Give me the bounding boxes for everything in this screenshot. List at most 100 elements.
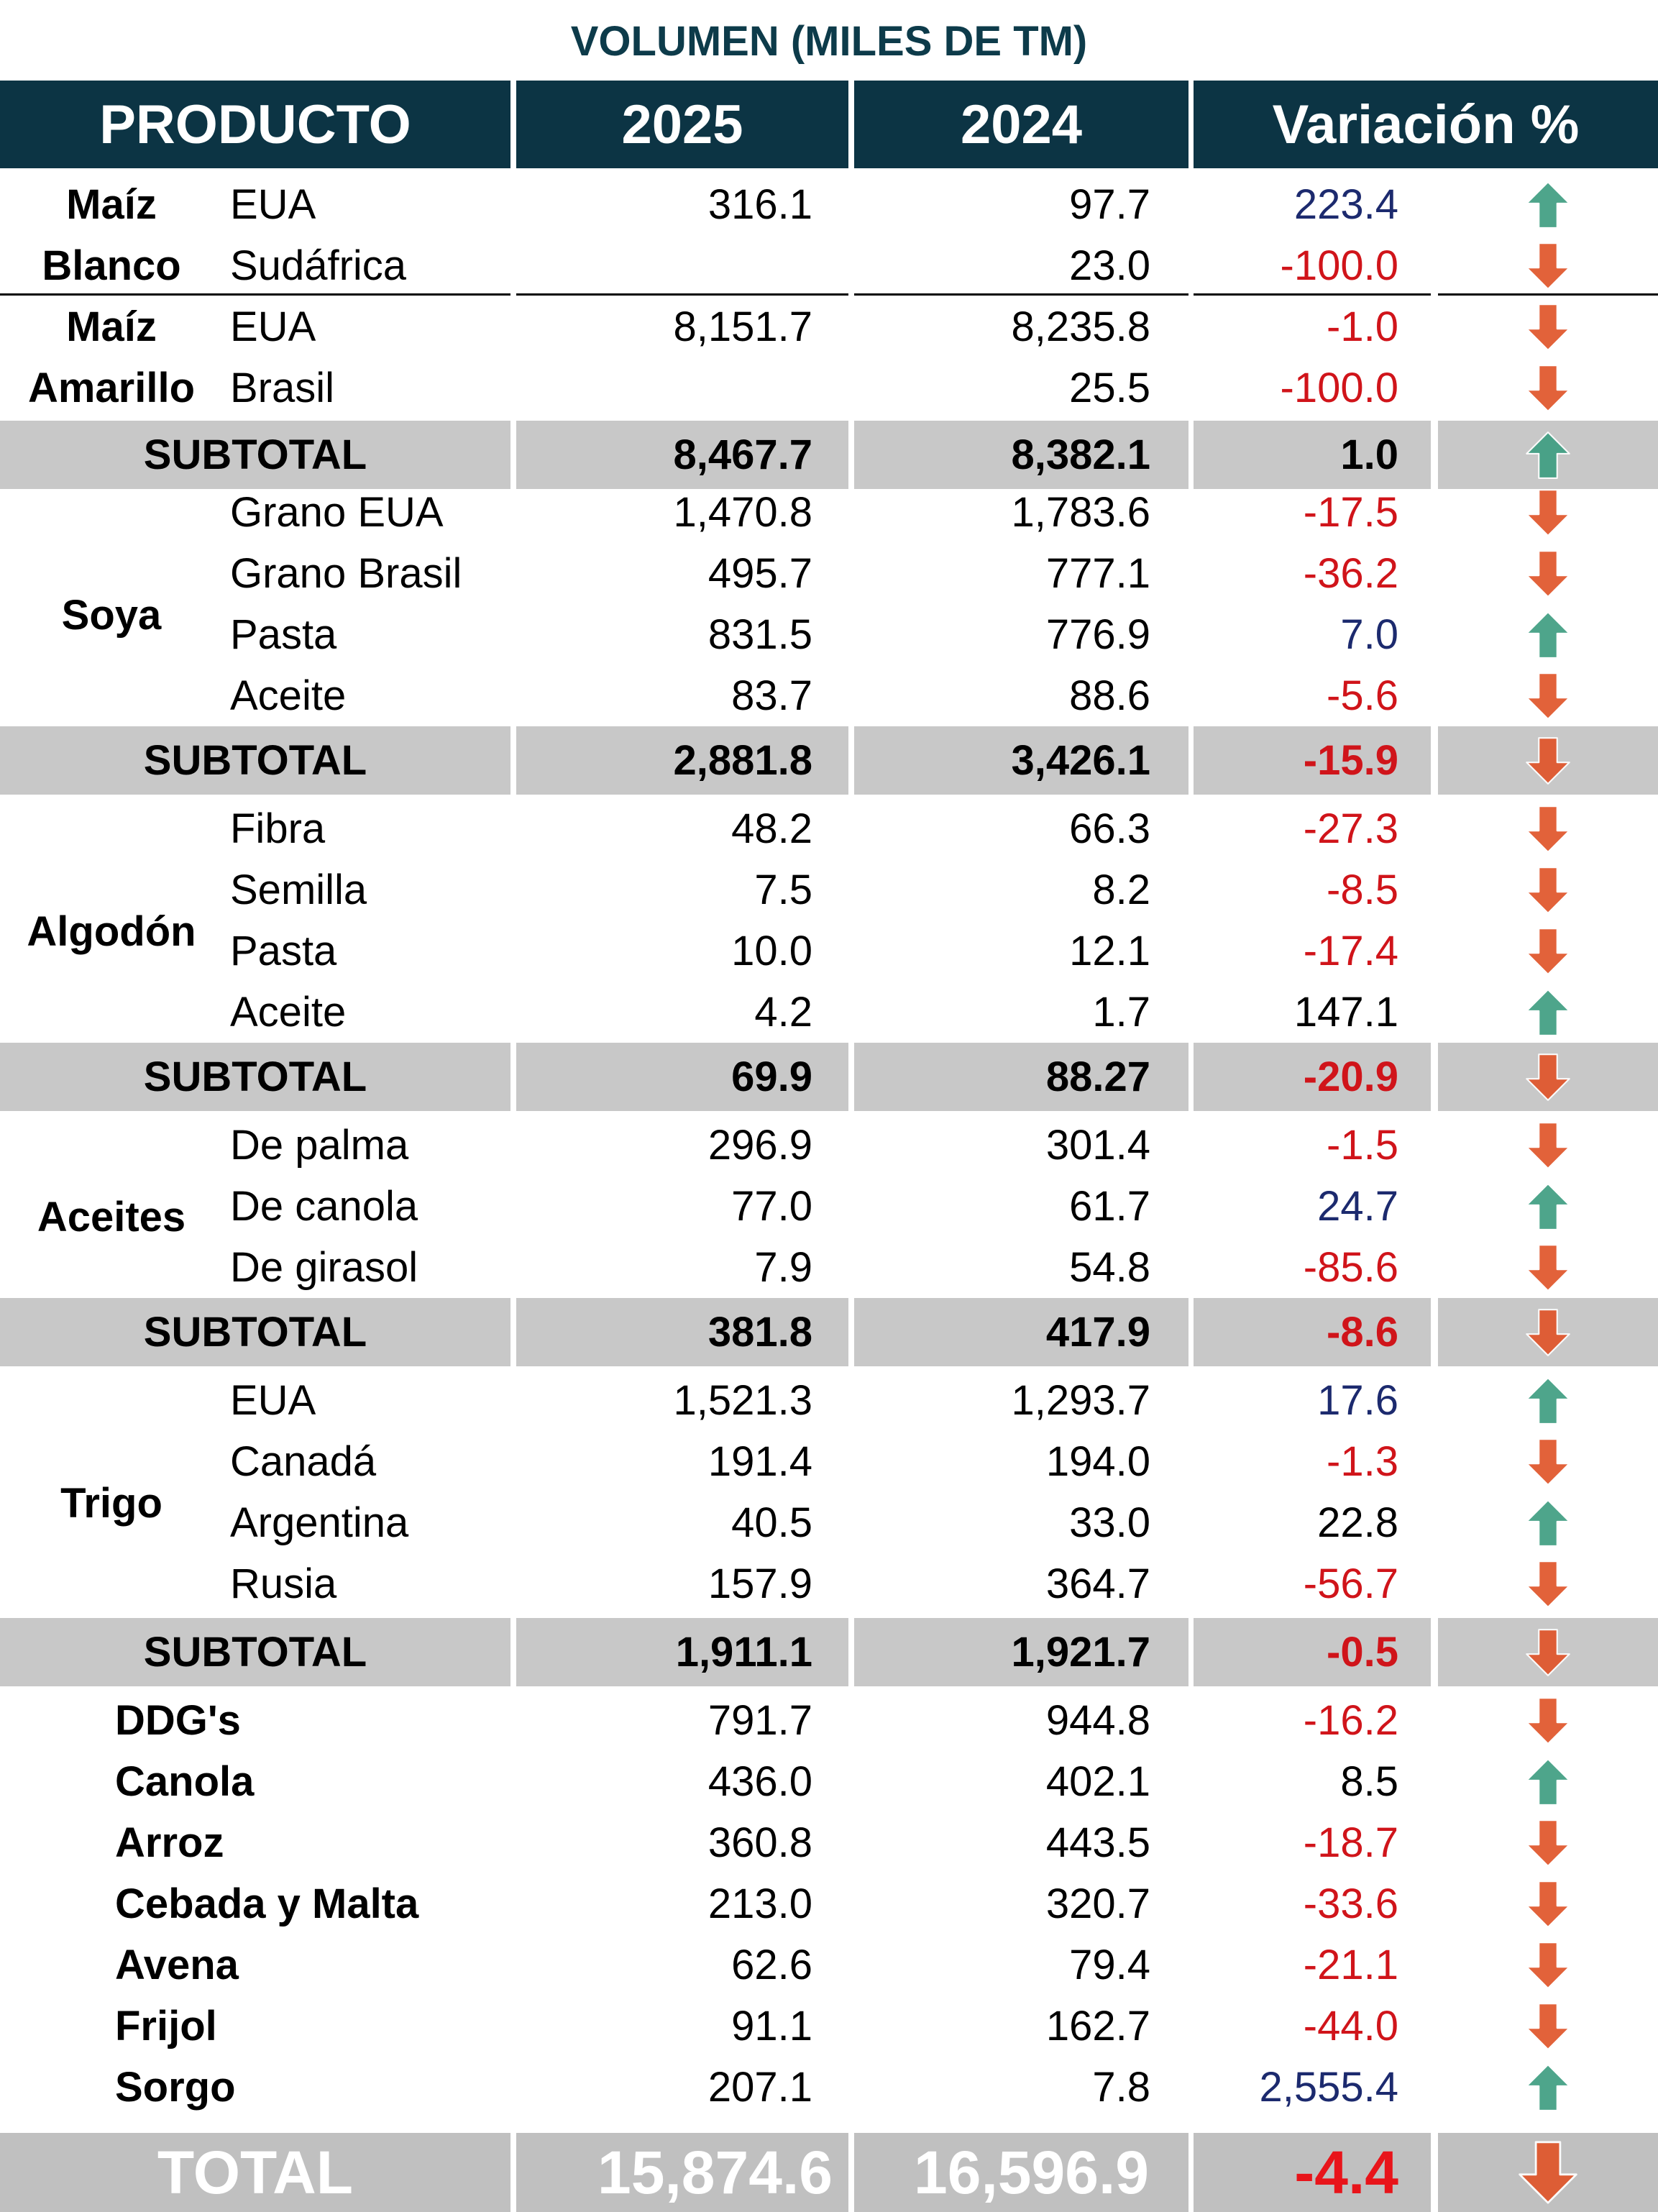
arrow-up-icon	[1438, 982, 1658, 1043]
table-row: Aceite 83.7 88.6 -5.6	[0, 665, 1658, 726]
table-row: Aceite 4.2 1.7 147.1	[0, 982, 1658, 1043]
table-row: Canadá 191.4 194.0 -1.3	[0, 1431, 1658, 1492]
value-2025: 213.0	[707, 1880, 812, 1927]
product-origin: Brasil	[230, 365, 335, 411]
value-2025: 2,881.8	[673, 737, 812, 784]
value-2025: 83.7	[731, 672, 812, 719]
arrow-down-icon	[1438, 1996, 1658, 2057]
group-soya: Soya	[61, 591, 162, 639]
subtotal-row: SUBTOTAL 2,881.8 3,426.1 -15.9	[0, 726, 1658, 795]
table-row: De palma 296.9 301.4 -1.5	[0, 1115, 1658, 1176]
table-row: DDG's 791.7 944.8 -16.2	[0, 1690, 1658, 1751]
group-aceites: Aceites	[37, 1194, 186, 1240]
value-2024: 54.8	[1069, 1244, 1150, 1291]
group-maiz-amarillo: Maíz Amarillo	[27, 303, 196, 411]
product-origin: EUA	[230, 1377, 316, 1424]
table-row: Argentina 40.5 33.0 22.8	[0, 1492, 1658, 1553]
value-2025: 62.6	[731, 1942, 812, 1988]
value-2025: 91.1	[731, 2003, 812, 2049]
value-2024: 8,382.1	[1011, 431, 1150, 478]
header-2024: 2024	[854, 81, 1188, 168]
table-row: Pasta 10.0 12.1 -17.4	[0, 920, 1658, 982]
value-2025: 191.4	[707, 1438, 812, 1485]
value-2025: 1,470.8	[673, 489, 812, 536]
group-trigo: Trigo	[60, 1479, 162, 1527]
value-variacion: -33.6	[1303, 1880, 1398, 1927]
arrow-up-icon	[1438, 1176, 1658, 1237]
divider-line	[1194, 293, 1431, 296]
product-origin: Aceite	[230, 672, 347, 719]
value-variacion: 24.7	[1317, 1183, 1398, 1230]
arrow-down-icon	[1438, 798, 1658, 859]
value-2024: 88.6	[1069, 672, 1150, 719]
value-2025: 831.5	[707, 611, 812, 658]
value-2024: 443.5	[1045, 1819, 1150, 1866]
arrow-down-icon	[1438, 1043, 1658, 1111]
table-row: Frijol 91.1 162.7 -44.0	[0, 1996, 1658, 2057]
table-row: EUA 1,521.3 1,293.7 17.6	[0, 1370, 1658, 1431]
header-producto: PRODUCTO	[0, 81, 510, 168]
value-2024: 88.27	[1045, 1054, 1150, 1100]
header-2025: 2025	[516, 81, 848, 168]
value-2025: 1,521.3	[673, 1377, 812, 1424]
table-row: De girasol 7.9 54.8 -85.6	[0, 1237, 1658, 1298]
value-variacion: -8.6	[1327, 1309, 1398, 1356]
table-row: Grano EUA 1,470.8 1,783.6 -17.5	[0, 482, 1658, 543]
value-2025: 7.9	[754, 1244, 812, 1291]
value-2025: 381.8	[707, 1309, 812, 1356]
subtotal-bg	[854, 1298, 1188, 1366]
value-2024: 162.7	[1045, 2003, 1150, 2049]
subtotal-row: SUBTOTAL 1,911.1 1,921.7 -0.5	[0, 1618, 1658, 1686]
table-title: VOLUMEN (MILES DE TM)	[570, 18, 1088, 65]
value-2024: 23.0	[1069, 242, 1150, 289]
product-name: DDG's	[115, 1697, 241, 1744]
group-maiz-blanco: Maíz Blanco	[42, 181, 181, 289]
subtotal-bg	[516, 726, 848, 795]
product-origin: Grano EUA	[230, 489, 444, 536]
value-variacion: -20.9	[1303, 1054, 1398, 1100]
value-2025: 436.0	[707, 1758, 812, 1805]
arrow-up-icon	[1438, 2057, 1658, 2118]
value-2025: 157.9	[707, 1560, 812, 1607]
value-variacion: -5.6	[1327, 672, 1398, 719]
product-origin: De palma	[230, 1122, 409, 1169]
total-label: TOTAL	[157, 2138, 354, 2206]
arrow-down-icon	[1438, 482, 1658, 543]
value-variacion: -21.1	[1303, 1942, 1398, 1988]
divider-line	[1438, 293, 1658, 296]
product-origin: Aceite	[230, 989, 347, 1036]
total-row: TOTAL 15,874.6 16,596.9 -4.4	[0, 2133, 1658, 2212]
table-row: EUA 316.1 97.7 223.4	[0, 174, 1658, 235]
subtotal-bg	[1194, 1298, 1431, 1366]
subtotal-bg	[1194, 421, 1431, 489]
table-row: Arroz 360.8 443.5 -18.7	[0, 1812, 1658, 1873]
value-variacion: -18.7	[1303, 1819, 1398, 1866]
value-variacion: -27.3	[1303, 805, 1398, 852]
value-variacion: -56.7	[1303, 1560, 1398, 1607]
value-2025: 207.1	[707, 2064, 812, 2111]
value-2025	[518, 235, 812, 296]
subtotal-bg	[0, 421, 510, 489]
product-origin: Sudáfrica	[230, 242, 407, 289]
arrow-up-icon	[1438, 1370, 1658, 1431]
value-variacion: 22.8	[1317, 1499, 1398, 1546]
subtotal-label: SUBTOTAL	[143, 737, 367, 784]
arrow-down-icon	[1438, 1812, 1658, 1873]
product-origin: Semilla	[230, 867, 367, 913]
subtotal-bg	[854, 1618, 1188, 1686]
product-origin: Grano Brasil	[230, 550, 462, 597]
value-variacion: -17.5	[1303, 489, 1398, 536]
product-origin: De canola	[230, 1183, 418, 1230]
value-2025: 7.5	[754, 867, 812, 913]
table-row: Fibra 48.2 66.3 -27.3	[0, 798, 1658, 859]
value-2024: 320.7	[1045, 1880, 1150, 1927]
value-variacion: 1.0	[1340, 431, 1398, 478]
value-variacion: -100.0	[1280, 365, 1398, 411]
value-variacion: -1.3	[1327, 1438, 1398, 1485]
value-2025: 10.0	[731, 928, 812, 974]
divider-line	[516, 293, 848, 296]
value-variacion: 8.5	[1340, 1758, 1398, 1805]
value-2024: 66.3	[1069, 805, 1150, 852]
arrow-down-icon	[1438, 1934, 1658, 1996]
value-variacion: -1.0	[1327, 303, 1398, 350]
